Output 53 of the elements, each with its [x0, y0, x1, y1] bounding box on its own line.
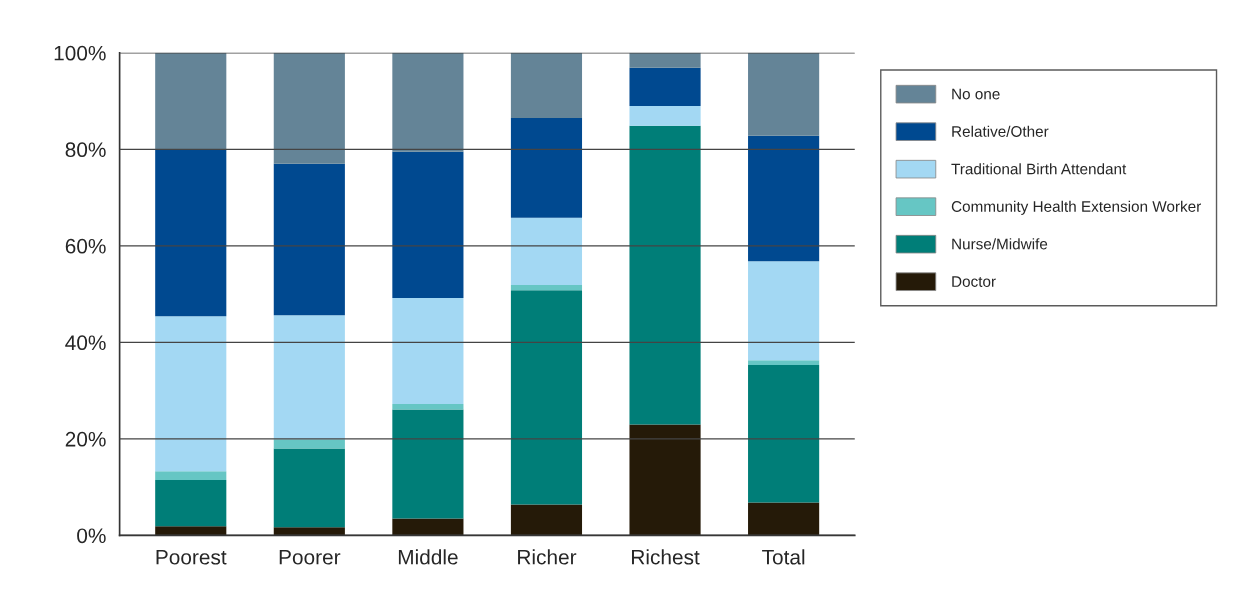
- bar: [748, 365, 820, 503]
- bar: [510, 284, 583, 291]
- y-tick-label: 40%: [65, 335, 106, 351]
- x-tick-label: Richest: [632, 549, 700, 565]
- bar: [510, 52, 583, 118]
- bar: [155, 52, 227, 150]
- bar: [629, 105, 701, 126]
- bar: [273, 527, 345, 536]
- bar: [155, 316, 227, 472]
- bar: [748, 261, 820, 361]
- x-tick-label: Richer: [518, 549, 577, 565]
- bar: [392, 52, 464, 152]
- bar: [273, 315, 345, 440]
- bar: [273, 439, 345, 449]
- legend-label: Relative/Other: [952, 125, 1049, 137]
- bar: [748, 360, 820, 366]
- bar: [392, 409, 464, 519]
- x-tick-label: Total: [762, 549, 805, 565]
- bar: [748, 52, 820, 136]
- bar: [629, 125, 701, 425]
- bar: [155, 526, 227, 536]
- bar: [748, 135, 820, 262]
- bar: [392, 518, 464, 536]
- y-tick-label: 60%: [65, 238, 106, 254]
- bar: [273, 448, 345, 528]
- bar: [392, 151, 464, 298]
- legend-label: No one: [952, 88, 1000, 100]
- y-tick-label: 100%: [54, 45, 106, 61]
- bar: [510, 290, 583, 505]
- y-tick-label: 80%: [65, 142, 106, 158]
- y-tick-label: 20%: [65, 431, 106, 447]
- x-tick-label: Poorest: [156, 550, 227, 565]
- legend-label: Community Health Extension Worker: [951, 200, 1201, 215]
- bar: [510, 504, 583, 536]
- bar: [629, 52, 701, 68]
- bar: [392, 404, 464, 410]
- x-tick-label: Middle: [398, 549, 458, 565]
- bar: [748, 502, 820, 536]
- y-tick-label: 0%: [77, 528, 106, 544]
- bar: [392, 297, 464, 405]
- bar: [155, 149, 227, 317]
- bar: [155, 479, 227, 527]
- legend-label: Doctor: [952, 276, 996, 287]
- bar: [273, 52, 345, 164]
- bar: [510, 217, 583, 285]
- x-tick-label: Poorer: [279, 550, 341, 565]
- legend-label: Traditional Birth Attendant: [951, 163, 1127, 175]
- bar: [155, 471, 227, 480]
- bar: [510, 117, 583, 218]
- bar: [273, 163, 345, 316]
- bar: [629, 424, 701, 536]
- legend-label: Nurse/Midwife: [952, 238, 1048, 250]
- bar: [629, 67, 701, 106]
